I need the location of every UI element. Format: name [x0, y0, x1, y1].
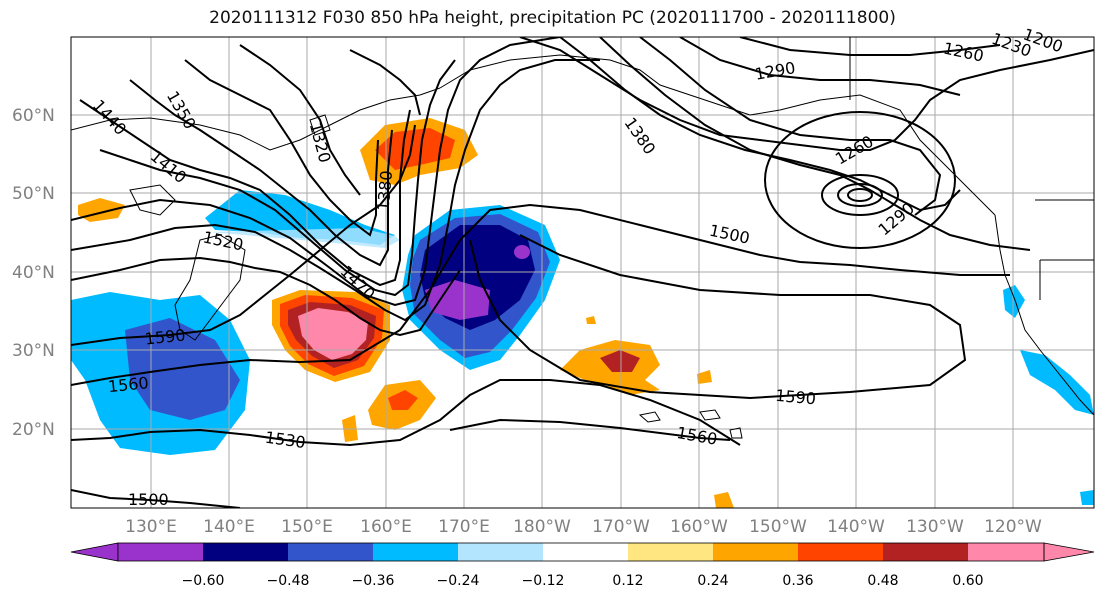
- lat-label: 60°N: [12, 106, 55, 126]
- neg-region-east-3: [1080, 490, 1094, 505]
- colorbar-tick: 0.12: [612, 573, 643, 589]
- neg-region-west-inner: [125, 318, 240, 420]
- colorbar-tick: 0.24: [697, 573, 728, 589]
- contour-label: 1530: [264, 428, 307, 452]
- colorbar-tick: 0.48: [867, 573, 898, 589]
- pos-region-small-3: [714, 492, 734, 508]
- colorbar-tick: −0.24: [437, 573, 480, 589]
- pos-region-south-core: [388, 390, 418, 410]
- colorbar-frame: [117, 542, 1045, 562]
- lon-label: 180°W: [513, 517, 571, 537]
- pos-region-central-core: [298, 308, 368, 360]
- lon-label: 150°W: [749, 517, 807, 537]
- neg-region-central-max-2: [514, 245, 530, 259]
- colorbar-bin: [373, 543, 458, 561]
- neg-region-west-small: [71, 300, 100, 345]
- colorbar-tick: −0.36: [352, 573, 395, 589]
- colorbar-bin: [543, 543, 628, 561]
- colorbar-bin: [883, 543, 968, 561]
- colorbar-bin: [288, 543, 373, 561]
- pos-region-small-2: [697, 370, 712, 384]
- lon-labels: 130°E 140°E 150°E 160°E 170°E 180°W 170°…: [125, 517, 1042, 537]
- lon-label: 130°E: [125, 517, 177, 537]
- lat-label: 20°N: [12, 420, 55, 440]
- colorbar-tick: −0.12: [522, 573, 565, 589]
- map-title: 2020111312 F030 850 hPa height, precipit…: [209, 8, 896, 28]
- colorbar-extend-low: [70, 542, 119, 562]
- colorbar-ticks: −0.60 −0.48 −0.36 −0.24 −0.12 0.12 0.24 …: [182, 573, 984, 589]
- contour-label: 1260: [832, 132, 877, 169]
- height-contours: [71, 37, 1094, 508]
- colorbar-bin: [458, 543, 543, 561]
- pos-region-north: [375, 128, 455, 170]
- graticule: [71, 37, 1094, 508]
- colorbar-bin: [628, 543, 713, 561]
- contour-label: 1380: [374, 170, 396, 212]
- contour-label: 1500: [128, 490, 169, 509]
- colorbar-tick: −0.60: [182, 573, 225, 589]
- lon-label: 170°W: [592, 517, 650, 537]
- colorbar-bin: [118, 543, 203, 561]
- neg-region-central-max: [425, 280, 490, 320]
- contour-label: 1320: [306, 121, 335, 165]
- lon-label: 140°W: [827, 517, 885, 537]
- pos-region-east-core: [600, 350, 640, 372]
- lat-labels: 60°N 50°N 40°N 30°N 20°N: [12, 106, 55, 440]
- lon-label: 120°W: [984, 517, 1042, 537]
- lat-label: 50°N: [12, 184, 55, 204]
- colorbar-bin: [798, 543, 883, 561]
- colorbar-extend-high: [1043, 542, 1095, 562]
- lon-label: 160°W: [670, 517, 728, 537]
- map-frame: [70, 36, 1095, 509]
- contour-label: 1290: [753, 58, 796, 84]
- contour-label: 1590: [144, 325, 186, 348]
- lon-label: 140°E: [203, 517, 255, 537]
- contour-label: 1560: [107, 373, 149, 396]
- pos-region-nw: [78, 198, 125, 222]
- colorbar-tick: −0.48: [267, 573, 310, 589]
- colorbar-tick: 0.60: [952, 573, 983, 589]
- lat-label: 40°N: [12, 263, 55, 283]
- lat-label: 30°N: [12, 341, 55, 361]
- neg-region-east-2: [1020, 350, 1094, 415]
- contour-label: 1380: [620, 114, 659, 158]
- colorbar: −0.60 −0.48 −0.36 −0.24 −0.12 0.12 0.24 …: [70, 542, 1095, 589]
- lon-label: 150°E: [281, 517, 333, 537]
- lon-label: 160°E: [360, 517, 412, 537]
- colorbar-tick: 0.36: [782, 573, 813, 589]
- pos-region-small-4: [586, 316, 596, 324]
- lon-label: 170°E: [438, 517, 490, 537]
- precip-shading: [71, 118, 1094, 508]
- contour-label: 1590: [774, 386, 816, 408]
- contour-label: 1440: [89, 96, 130, 139]
- contour-label-group: 1500 1530 1560 1590 1470 1520 1410 1440 …: [89, 25, 1066, 509]
- colorbar-bin: [968, 543, 1044, 561]
- lon-label: 130°W: [906, 517, 964, 537]
- neg-region-east-1: [1003, 285, 1025, 318]
- colorbar-bin: [713, 543, 798, 561]
- contour-label: 1260: [942, 39, 986, 66]
- colorbar-bin: [203, 543, 288, 561]
